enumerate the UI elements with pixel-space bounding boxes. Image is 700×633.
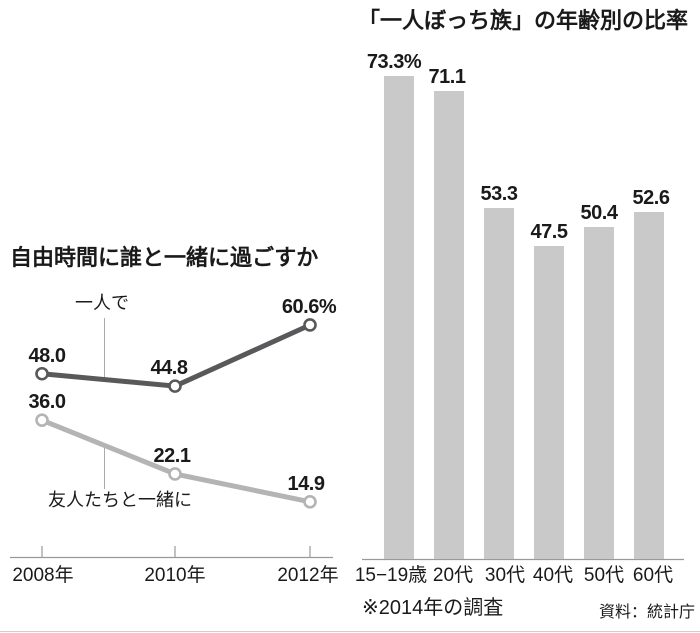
line-x-axis-label: 2012年 [277,565,339,586]
data-point-marker [168,467,182,481]
bar-40代 [534,246,564,559]
bar-x-axis-label: 15−19歳 [354,565,428,586]
bar-x-axis-label: 40代 [532,565,574,586]
bar-chart-title: 「一人ぼっち族」の年齢別の比率 [358,8,689,33]
data-point-marker [303,495,317,509]
line-value-label: 44.8 [150,357,188,380]
bar-x-axis-label: 30代 [484,565,526,586]
bar-value-label: 73.3% [366,51,422,74]
data-point-marker [35,366,49,381]
bar-value-label: 50.4 [580,201,618,224]
bar-60代 [634,212,664,559]
line-value-label: 48.0 [28,344,66,367]
line-value-label: 14.9 [287,472,325,495]
bar-50代 [584,226,614,559]
bar-15−19歳 [384,76,414,559]
data-point-marker [35,413,49,427]
bottom-divider-rule [0,631,700,632]
series-annotation-label: 友人たちと一緒に [48,490,192,510]
line-x-axis-label: 2008年 [12,565,74,586]
bar-value-label: 53.3 [480,182,518,205]
data-source-credit: 資料：統計庁 [599,604,696,621]
bar-value-label: 52.6 [632,187,670,210]
line-value-label: 22.1 [153,444,191,467]
bar-20代 [434,90,464,559]
data-point-marker [303,318,317,332]
line-value-label: 60.6% [281,295,337,318]
bar-30代 [484,207,514,559]
survey-year-footnote: ※2014年の調査 [362,597,504,619]
line-value-label: 36.0 [28,391,66,414]
bar-value-label: 71.1 [428,65,466,88]
series-annotation-label: 一人で [75,293,129,313]
line-chart-title: 自由時間に誰と一緒に過ごすか [10,245,319,270]
bar-x-axis-label: 60代 [632,565,674,586]
line-x-axis-label: 2010年 [144,565,206,586]
bar-value-label: 47.5 [530,221,568,244]
bar-x-axis-label: 20代 [432,565,474,586]
data-point-marker [168,379,182,393]
bar-x-axis-label: 50代 [583,565,625,586]
